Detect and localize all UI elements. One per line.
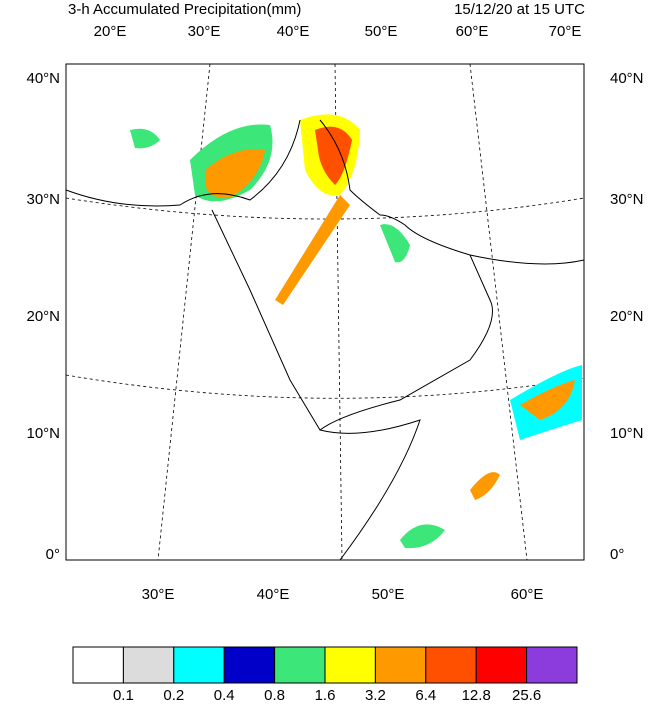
left-lat-label: 40°N (26, 70, 60, 87)
legend-swatch (223, 646, 276, 684)
legend-label: 0.4 (214, 687, 235, 700)
left-lat-label: 10°N (26, 425, 60, 442)
legend-swatch (173, 646, 225, 684)
bottom-lon-label: 30°E (142, 586, 175, 603)
legend-swatch (374, 646, 427, 684)
legend-swatch (72, 646, 124, 684)
right-lat-label: 10°N (610, 425, 644, 442)
right-lat-label: 0° (610, 546, 624, 563)
legend-label: 0.8 (264, 687, 285, 700)
right-lat-label: 40°N (610, 70, 644, 87)
legend-label: 3.2 (365, 687, 386, 700)
legend-swatch (324, 646, 376, 684)
legend-label: 6.4 (415, 687, 436, 700)
valid-time: 15/12/20 at 15 UTC (454, 1, 585, 18)
left-lat-label: 30°N (26, 191, 60, 208)
bottom-lon-label: 50°E (372, 586, 405, 603)
top-lon-label: 20°E (94, 23, 127, 40)
bottom-lon-label: 40°E (257, 586, 290, 603)
top-lon-label: 30°E (188, 23, 221, 40)
legend-swatch (425, 646, 477, 684)
left-lat-label: 20°N (26, 308, 60, 325)
map-title: 3-h Accumulated Precipitation(mm) (68, 1, 301, 18)
graticule (65, 63, 585, 561)
top-lon-label: 40°E (277, 23, 310, 40)
legend-label: 12.8 (462, 687, 491, 700)
top-lon-label: 50°E (365, 23, 398, 40)
legend-swatch (526, 646, 578, 684)
left-lat-label: 0° (46, 546, 60, 563)
legend-label: 25.6 (512, 687, 541, 700)
top-lon-label: 60°E (456, 23, 489, 40)
top-lon-label: 70°E (549, 23, 582, 40)
bottom-lon-label: 60°E (511, 586, 544, 603)
right-lat-label: 30°N (610, 191, 644, 208)
legend-label: 0.1 (113, 687, 134, 700)
legend-label: 0.2 (163, 687, 184, 700)
legend-swatch (274, 646, 326, 684)
right-lat-label: 20°N (610, 308, 644, 325)
legend-swatch (475, 646, 528, 684)
map-frame (65, 63, 585, 561)
coastlines (65, 119, 585, 561)
legend-label: 1.6 (315, 687, 336, 700)
precipitation-areas (130, 114, 582, 549)
legend-swatch (122, 646, 175, 684)
